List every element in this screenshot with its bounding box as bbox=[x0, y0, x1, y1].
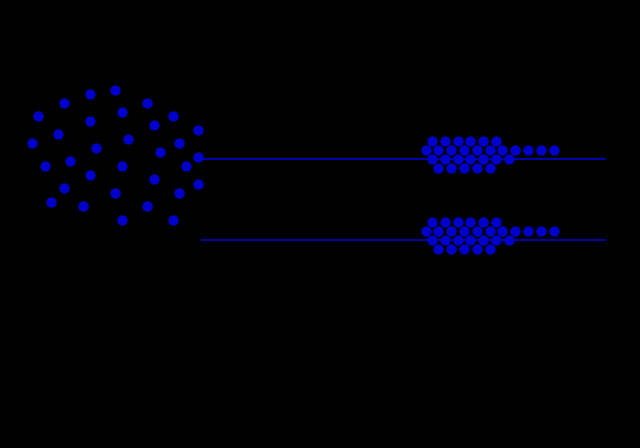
Point bbox=[148, 122, 159, 129]
Point bbox=[180, 162, 191, 169]
Point bbox=[116, 108, 127, 116]
Point bbox=[65, 158, 76, 165]
Point bbox=[110, 86, 120, 93]
Point bbox=[440, 218, 450, 225]
Point bbox=[523, 146, 533, 154]
Point bbox=[91, 144, 101, 151]
Point bbox=[510, 146, 520, 154]
Point bbox=[478, 236, 488, 243]
Point bbox=[484, 164, 495, 172]
Point bbox=[478, 218, 488, 225]
Point bbox=[427, 155, 437, 163]
Point bbox=[193, 126, 204, 134]
Point bbox=[440, 138, 450, 145]
Point bbox=[523, 227, 533, 234]
Point bbox=[110, 189, 120, 196]
Point bbox=[472, 227, 482, 234]
Point bbox=[59, 185, 69, 192]
Point bbox=[33, 113, 44, 120]
Point bbox=[510, 227, 520, 234]
Point bbox=[465, 155, 476, 163]
Point bbox=[504, 155, 514, 163]
Point bbox=[504, 236, 514, 243]
Point bbox=[420, 146, 431, 154]
Point bbox=[484, 245, 495, 252]
Point bbox=[491, 155, 501, 163]
Point bbox=[427, 236, 437, 243]
Point bbox=[497, 227, 508, 234]
Point bbox=[452, 138, 463, 145]
Point bbox=[84, 90, 95, 98]
Point bbox=[472, 245, 482, 252]
Point bbox=[440, 155, 450, 163]
Point bbox=[452, 236, 463, 243]
Point bbox=[459, 227, 469, 234]
Point bbox=[193, 153, 204, 160]
Point bbox=[472, 146, 482, 154]
Point bbox=[433, 227, 444, 234]
Point bbox=[433, 146, 444, 154]
Point bbox=[52, 131, 63, 138]
Point bbox=[465, 218, 476, 225]
Point bbox=[452, 218, 463, 225]
Point bbox=[484, 146, 495, 154]
Point bbox=[148, 176, 159, 183]
Point bbox=[84, 171, 95, 178]
Point bbox=[142, 99, 152, 107]
Point bbox=[40, 162, 50, 169]
Point bbox=[433, 245, 444, 252]
Point bbox=[168, 216, 178, 223]
Point bbox=[497, 146, 508, 154]
Point bbox=[459, 146, 469, 154]
Point bbox=[78, 202, 88, 210]
Point bbox=[459, 245, 469, 252]
Point bbox=[446, 227, 456, 234]
Point bbox=[465, 138, 476, 145]
Point bbox=[155, 149, 165, 156]
Point bbox=[446, 164, 456, 172]
Point bbox=[84, 117, 95, 125]
Point bbox=[548, 146, 559, 154]
Point bbox=[116, 162, 127, 169]
Point bbox=[491, 236, 501, 243]
Point bbox=[491, 218, 501, 225]
Point bbox=[478, 138, 488, 145]
Point bbox=[46, 198, 56, 205]
Point bbox=[420, 227, 431, 234]
Point bbox=[123, 135, 133, 142]
Point bbox=[536, 146, 546, 154]
Point bbox=[59, 99, 69, 107]
Point bbox=[427, 138, 437, 145]
Point bbox=[446, 146, 456, 154]
Point bbox=[440, 236, 450, 243]
Point bbox=[27, 140, 37, 147]
Point bbox=[472, 164, 482, 172]
Point bbox=[193, 180, 204, 187]
Point bbox=[459, 164, 469, 172]
Point bbox=[491, 138, 501, 145]
Point bbox=[168, 113, 178, 120]
Point bbox=[427, 218, 437, 225]
Point bbox=[452, 155, 463, 163]
Point bbox=[478, 155, 488, 163]
Point bbox=[446, 245, 456, 252]
Point bbox=[174, 140, 184, 147]
Point bbox=[484, 227, 495, 234]
Point bbox=[548, 227, 559, 234]
Point bbox=[116, 216, 127, 223]
Point bbox=[174, 189, 184, 196]
Point bbox=[465, 236, 476, 243]
Point bbox=[536, 227, 546, 234]
Point bbox=[142, 202, 152, 210]
Point bbox=[433, 164, 444, 172]
